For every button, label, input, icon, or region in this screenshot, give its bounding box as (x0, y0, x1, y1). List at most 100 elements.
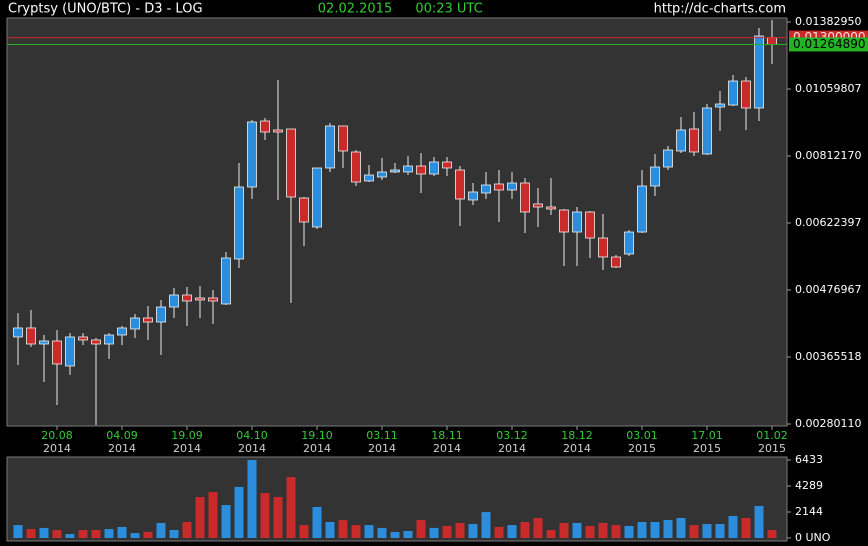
x-tick-label: 01.02 (756, 429, 788, 442)
y-tick-label: 0.00812170 (795, 149, 861, 162)
volume-bar (741, 517, 751, 538)
candle-body (78, 336, 88, 341)
volume-tick-label: 0 UNO (795, 531, 831, 544)
x-tick-year: 2015 (628, 442, 656, 455)
volume-bar (351, 525, 361, 538)
candle-body (403, 165, 413, 173)
volume-bar (13, 525, 23, 538)
volume-bar (169, 529, 179, 538)
time: 00:23 UTC (415, 2, 482, 17)
x-tick-year: 2014 (303, 442, 331, 455)
candle-body (130, 317, 140, 330)
candle-body (299, 197, 309, 223)
candle-body (325, 125, 335, 169)
volume-bar (390, 531, 400, 538)
volume-bar (767, 529, 777, 538)
candle-body (715, 103, 725, 108)
y-tick-label: 0.01059807 (795, 82, 861, 95)
volume-bar (312, 506, 322, 538)
volume-bar (624, 525, 634, 538)
candle-body (195, 297, 205, 301)
x-tick-label: 04.09 (106, 429, 138, 442)
candle-body (689, 128, 699, 153)
x-tick-label: 17.01 (691, 429, 723, 442)
volume-bar (65, 533, 75, 538)
x-tick-label: 19.09 (171, 429, 203, 442)
x-tick-label: 03.01 (626, 429, 658, 442)
x-tick-label: 03.12 (496, 429, 528, 442)
candle-body (546, 206, 556, 210)
x-tick-year: 2014 (173, 442, 201, 455)
volume-bar (39, 527, 49, 538)
volume-bar (663, 520, 673, 538)
price-label-box (789, 37, 868, 52)
candle-body (52, 340, 62, 365)
candle-body (286, 128, 296, 198)
x-tick-label: 04.10 (236, 429, 268, 442)
x-tick-label: 20.08 (41, 429, 73, 442)
candle-body (65, 336, 75, 367)
volume-bar (429, 527, 439, 538)
volume-tick-label: 2144 (795, 505, 823, 518)
volume-bar (598, 522, 608, 538)
price-label: 0.01264890 (793, 37, 866, 51)
candle-body (338, 125, 348, 152)
candle-body (91, 339, 101, 345)
candle-body (598, 237, 608, 258)
x-tick-year: 2015 (758, 442, 786, 455)
candle-body (585, 211, 595, 239)
y-tick-label: 0.00622397 (795, 216, 861, 229)
volume-tick-label: 6433 (795, 453, 823, 466)
candle-body (637, 185, 647, 233)
candle-body (273, 129, 283, 133)
volume-bar (481, 512, 491, 538)
candle-body (26, 327, 36, 345)
volume-bar (468, 524, 478, 538)
volume-bar (689, 525, 699, 538)
candle-body (351, 151, 361, 183)
volume-bar (130, 533, 140, 538)
volume-bar (260, 493, 270, 538)
volume-bar (546, 529, 556, 538)
candle-body (533, 203, 543, 208)
volume-bar (234, 486, 244, 538)
volume-bar (377, 527, 387, 538)
volume-bar (728, 515, 738, 538)
volume-bar (195, 497, 205, 538)
volume-bar (455, 522, 465, 538)
candle-body (156, 306, 166, 323)
candle-body (624, 231, 634, 255)
volume-bar (208, 492, 218, 538)
volume-bar (221, 505, 231, 538)
volume-bar (754, 505, 764, 538)
candle-body (208, 297, 218, 302)
volume-bar (325, 521, 335, 538)
volume-bar (156, 522, 166, 538)
candle-body (559, 209, 569, 233)
candle-body (364, 174, 374, 182)
x-tick-label: 03.11 (366, 429, 398, 442)
x-tick-year: 2014 (43, 442, 71, 455)
candle-body (104, 334, 114, 345)
volume-bar (637, 521, 647, 538)
volume-bar (520, 521, 530, 538)
volume-bar (26, 529, 36, 538)
x-tick-year: 2014 (433, 442, 461, 455)
volume-bar (91, 529, 101, 538)
candle-body (13, 327, 23, 338)
candle-body (611, 256, 621, 268)
candle-body (702, 107, 712, 155)
candle-body (390, 169, 400, 173)
y-tick-label: 0.00280110 (795, 417, 861, 430)
volume-bar (182, 521, 192, 538)
candle-body (767, 37, 777, 45)
candle-body (143, 317, 153, 323)
date: 02.02.2015 (318, 2, 392, 17)
volume-bar (273, 497, 283, 538)
y-tick-label: 0.01382950 (795, 15, 861, 28)
volume-bar (416, 520, 426, 538)
volume-bar (117, 526, 127, 538)
candle-body (169, 294, 179, 308)
volume-bar (559, 522, 569, 538)
